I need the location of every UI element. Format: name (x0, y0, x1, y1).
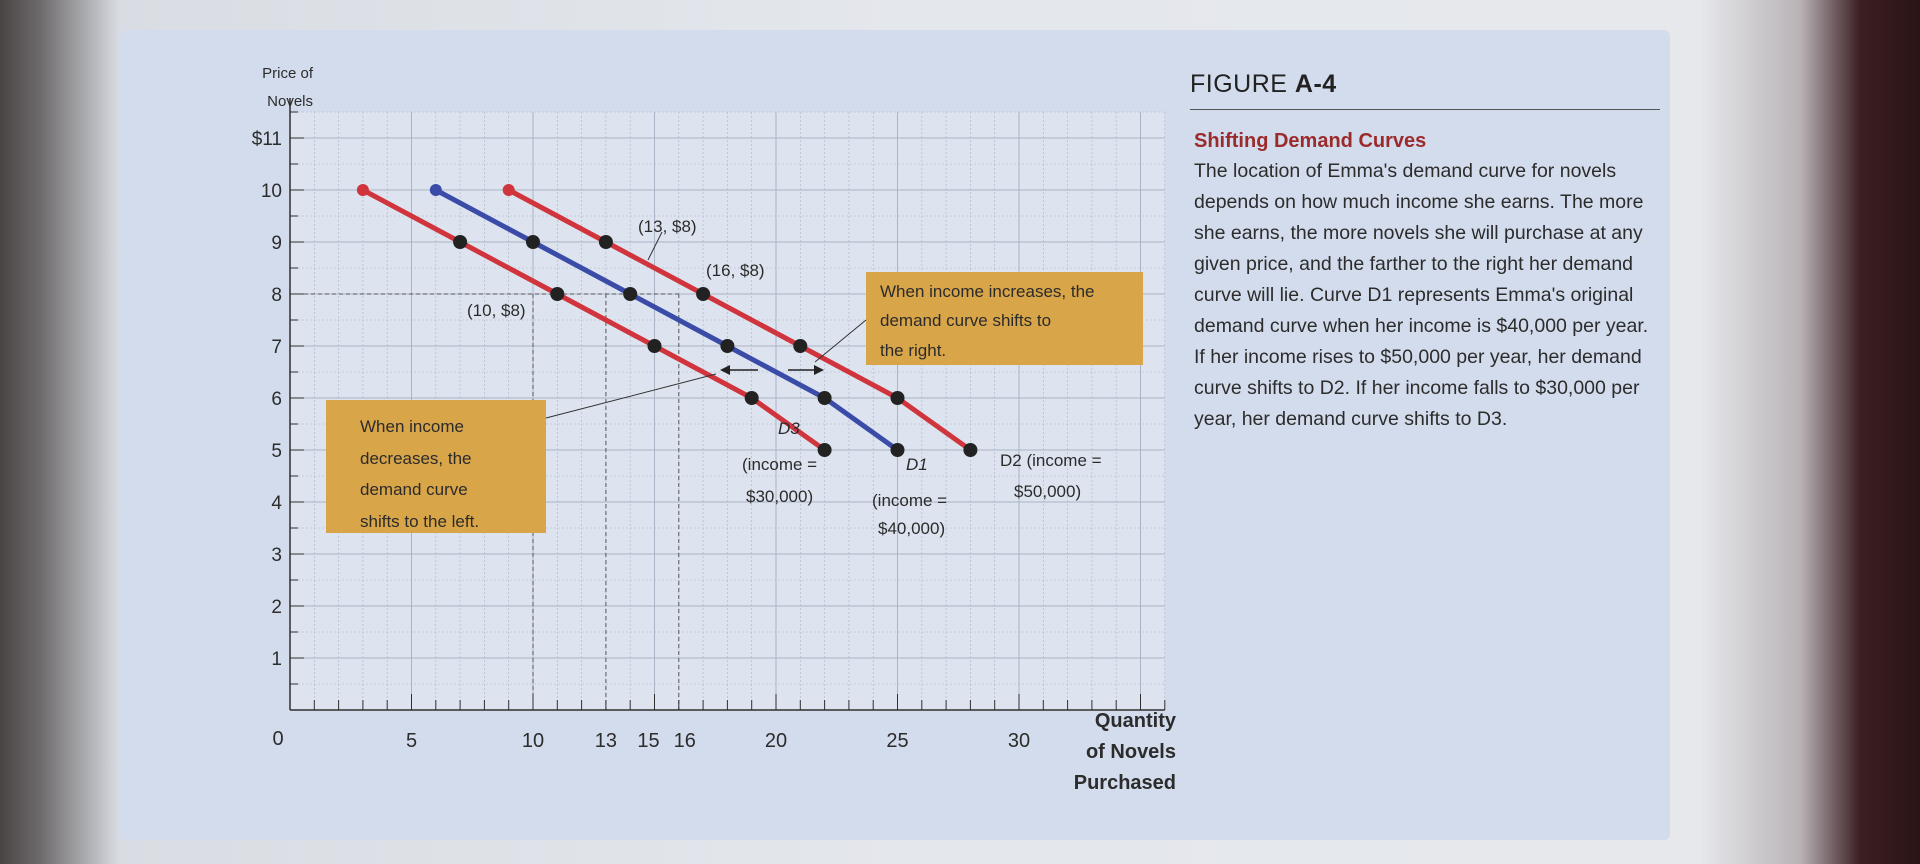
decrease-box-line-2: decreases, the (360, 449, 472, 468)
y-tick-label: 9 (271, 233, 282, 254)
y-tick-label: 6 (271, 389, 282, 410)
decrease-box-line-3: demand curve (360, 480, 468, 499)
increase-box-line-1: When income increases, the (880, 282, 1095, 301)
d2-label: D2 (income = (1000, 451, 1102, 470)
increase-connector (814, 319, 867, 363)
reference-lines (290, 293, 680, 710)
demand-curve-d2 (506, 187, 973, 453)
curve-point (623, 287, 638, 301)
curve-point (744, 391, 759, 405)
decrease-box-line-1: When income (360, 417, 464, 436)
origin-label: 0 (272, 728, 283, 750)
x-tick-label: 13 (595, 730, 617, 752)
y-tick-label: 4 (271, 493, 282, 514)
figure-subtitle: Shifting Demand Curves (1194, 130, 1427, 152)
figure-body-text: The location of Emma's demand curve for … (1194, 160, 1649, 430)
y-tick-label: 5 (271, 441, 282, 462)
d3-income-1: (income = (742, 455, 817, 474)
increase-box (866, 272, 1143, 365)
left-arrowhead (720, 365, 730, 375)
d3-income-2: $30,000) (746, 487, 813, 506)
demand-curves (356, 184, 978, 457)
label-13-8: (13, $8) (638, 217, 697, 236)
increase-box-line-3: the right. (880, 341, 946, 360)
curve-point (817, 443, 832, 457)
chart-axes (289, 98, 1166, 711)
curve-point (963, 443, 978, 457)
x-axis-label-line-1: Quantity (1095, 710, 1177, 732)
x-tick-label: 10 (522, 730, 544, 752)
right-arrowhead (814, 365, 824, 375)
y-tick-label: $11 (252, 129, 282, 150)
x-tick-label: 20 (765, 730, 787, 752)
x-tick-label: 15 (637, 730, 659, 752)
x-tick-label: 5 (406, 730, 417, 752)
tick-labels: 1 2 3 4 5 6 7 8 9 10 $11 5 10 13 15 16 20 25 30 (252, 129, 1030, 752)
figure-caption: FIGURE A-4 Shifting Demand Curves The lo… (1190, 70, 1660, 435)
d1-label: D1 (906, 455, 928, 474)
decrease-box (326, 400, 546, 533)
curve-point (696, 287, 711, 301)
increase-box-line-2: demand curve shifts to (880, 311, 1051, 330)
demand-curve-d3 (360, 187, 828, 453)
demand-curve-d1 (433, 187, 900, 453)
x-axis-label-line-2: of Novels (1086, 741, 1176, 763)
decrease-connector (545, 373, 717, 419)
x-tick-label: 16 (674, 730, 696, 752)
d3-label: D3 (778, 419, 800, 438)
y-tick-label: 8 (271, 285, 282, 306)
d1-income-2: $40,000) (878, 519, 945, 538)
curve-point (720, 339, 735, 353)
curve-point (890, 443, 905, 457)
curve-point (526, 235, 540, 249)
y-axis-label-line-2: Novels (267, 93, 313, 110)
label-16-8: (16, $8) (706, 261, 765, 280)
curve-endpoint (502, 184, 515, 196)
y-axis-label-line-1: Price of (262, 65, 314, 82)
x-axis-label-line-3: Purchased (1074, 772, 1176, 794)
label-10-8: (10, $8) (467, 301, 526, 320)
figure-title: FIGURE A-4 (1190, 70, 1660, 110)
x-tick-label: 30 (1008, 730, 1030, 752)
d2-income: $50,000) (1014, 482, 1081, 501)
y-tick-label: 2 (271, 597, 282, 618)
y-tick-label: 3 (271, 545, 282, 566)
curve-endpoint (429, 184, 442, 196)
figure-prefix: FIGURE (1190, 70, 1295, 98)
curve-point (598, 235, 613, 249)
d1-income-1: (income = (872, 491, 947, 510)
y-tick-label: 7 (271, 337, 282, 358)
leader-13-8 (647, 231, 663, 261)
x-tick-label: 25 (886, 730, 908, 752)
curve-point (817, 391, 832, 405)
curve-endpoint (356, 184, 369, 196)
curve-point (890, 391, 905, 405)
decrease-box-line-4: shifts to the left. (360, 512, 479, 531)
curve-point (647, 339, 662, 353)
y-tick-label: 1 (271, 649, 282, 670)
curve-point (453, 235, 468, 249)
curve-point (793, 339, 808, 353)
figure-number: A-4 (1294, 70, 1337, 98)
curve-point (550, 287, 565, 301)
y-tick-label: 10 (261, 181, 282, 202)
